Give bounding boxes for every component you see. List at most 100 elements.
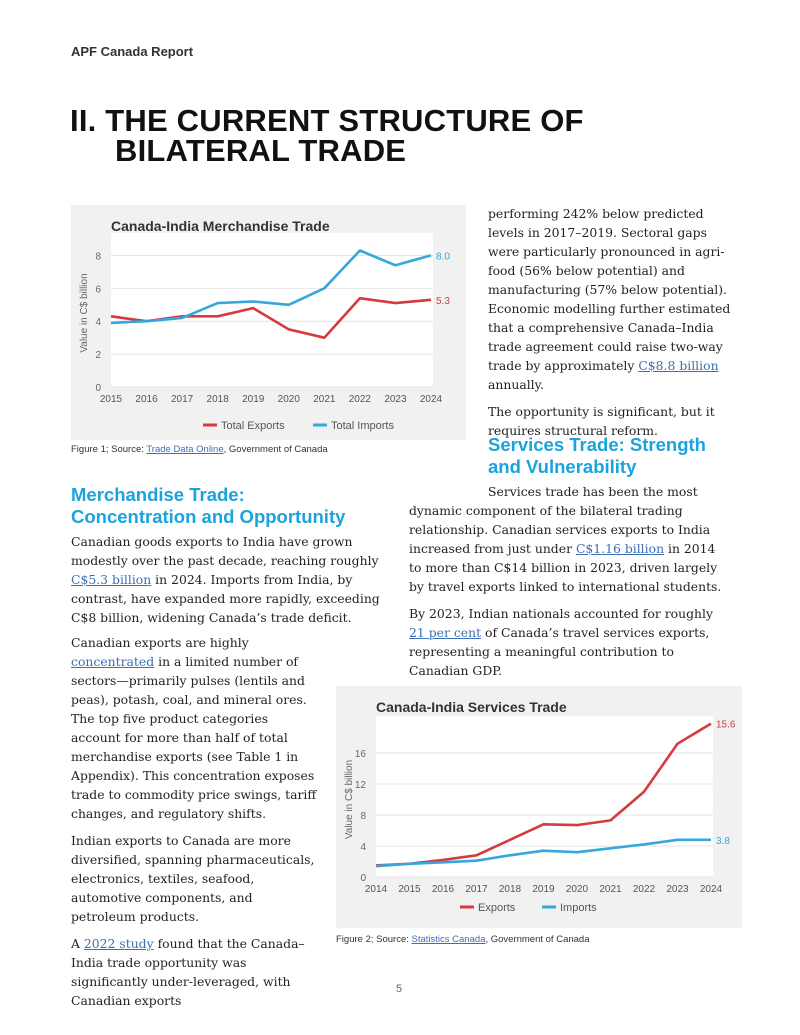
x-tick-label: 2021 bbox=[313, 394, 336, 405]
end-value-label: 8.0 bbox=[436, 251, 450, 262]
x-tick-label: 2015 bbox=[398, 884, 421, 895]
caption-suffix: , Government of Canada bbox=[485, 934, 590, 945]
x-tick-label: 2024 bbox=[700, 884, 723, 895]
legend-label: Total Exports bbox=[221, 420, 285, 432]
merchandise-text-narrow: Canadian exports are highly concentrated… bbox=[71, 633, 317, 1018]
y-axis-label: Value in C$ billion bbox=[79, 273, 90, 352]
merchandise-trade-chart: Canada-India Merchandise Trade 0 2 4 6 8 2015… bbox=[79, 218, 450, 432]
paragraph-text: in a limited number of sectors—primarily… bbox=[71, 654, 317, 821]
paragraph: By 2023, Indian nationals accounted for … bbox=[409, 604, 729, 680]
x-tick-label: 2019 bbox=[242, 394, 265, 405]
y-tick-label: 16 bbox=[355, 749, 367, 760]
services-heading-line1: Services Trade: Strength bbox=[488, 434, 706, 455]
x-tick-label: 2018 bbox=[207, 394, 230, 405]
series-line-imports bbox=[375, 838, 711, 868]
legend-label: Total Imports bbox=[331, 420, 394, 432]
services-text: Services trade has been the most dynamic… bbox=[409, 482, 729, 688]
x-tick-label: 2016 bbox=[432, 884, 455, 895]
paragraph: A 2022 study found that the Canada–India… bbox=[71, 934, 317, 1010]
x-tick-label: 2014 bbox=[365, 884, 388, 895]
y-tick-label: 0 bbox=[360, 873, 366, 884]
y-axis-label: Value in C$ billion bbox=[344, 760, 355, 839]
caption-prefix: Figure 2; Source: bbox=[336, 934, 412, 945]
right-column-top: performing 242% below predicted levels i… bbox=[488, 204, 738, 448]
figure1-chart: Canada-India Merchandise Trade 0 2 4 6 8 2015… bbox=[71, 205, 466, 440]
x-tick-label: 2016 bbox=[135, 394, 158, 405]
paragraph: performing 242% below predicted levels i… bbox=[488, 204, 738, 394]
paragraph: The opportunity is significant, but it r… bbox=[488, 404, 715, 438]
y-tick-label: 4 bbox=[95, 317, 101, 328]
concentrated-link[interactable]: concentrated bbox=[71, 654, 155, 669]
paragraph: Canadian goods exports to India have gro… bbox=[71, 532, 381, 627]
caption-suffix: , Government of Canada bbox=[223, 444, 328, 455]
end-value-label: 5.3 bbox=[436, 296, 450, 307]
merchandise-heading-line2: Concentration and Opportunity bbox=[71, 506, 346, 527]
section-title-line1: II. THE CURRENT STRUCTURE OF bbox=[70, 103, 584, 138]
section-title-line2: BILATERAL TRADE bbox=[115, 133, 407, 168]
end-value-label: 15.6 bbox=[716, 720, 736, 731]
x-tick-label: 2020 bbox=[278, 394, 301, 405]
legend-label: Imports bbox=[560, 902, 597, 914]
paragraph-text: Canadian goods exports to India have gro… bbox=[71, 534, 379, 568]
paragraph-text: in 2024. Imports from India, by contrast… bbox=[71, 572, 380, 625]
paragraph-text: Services trade has been the most dynamic… bbox=[409, 484, 711, 556]
y-tick-label: 8 bbox=[95, 251, 101, 262]
x-tick-label: 2018 bbox=[499, 884, 522, 895]
x-tick-label: 2022 bbox=[349, 394, 372, 405]
x-tick-label: 2017 bbox=[465, 884, 488, 895]
plot-area bbox=[376, 716, 713, 877]
paragraph-text: found that the Canada–India trade opport… bbox=[71, 936, 305, 1008]
statistics-canada-link[interactable]: Statistics Canada bbox=[411, 934, 486, 945]
paragraph-text: annually. bbox=[488, 377, 544, 392]
x-tick-label: 2021 bbox=[599, 884, 622, 895]
series-line-total-imports bbox=[110, 249, 432, 325]
plot-area bbox=[111, 233, 433, 387]
merchandise-heading: Merchandise Trade: Concentration and Opp… bbox=[71, 484, 345, 528]
y-tick-label: 2 bbox=[95, 350, 101, 361]
21-per-cent-link[interactable]: 21 per cent bbox=[409, 625, 482, 640]
c8-8-billion-link[interactable]: C$8.8 billion bbox=[638, 358, 719, 373]
legend-label: Exports bbox=[478, 902, 516, 914]
merchandise-heading-line1: Merchandise Trade: bbox=[71, 484, 245, 505]
paragraph-text: in 2014 to more than C$14 billion in 202… bbox=[409, 541, 722, 594]
y-tick-label: 8 bbox=[360, 811, 366, 822]
y-tick-label: 4 bbox=[360, 842, 366, 853]
services-heading: Services Trade: Strength and Vulnerabili… bbox=[488, 434, 706, 478]
paragraph-text: A bbox=[71, 936, 84, 951]
figure2-chart: Canada-India Services Trade 0 4 8 12 16 2014 2… bbox=[336, 686, 742, 928]
paragraph-text: performing 242% below predicted levels i… bbox=[488, 206, 731, 373]
x-tick-label: 2024 bbox=[420, 394, 443, 405]
x-tick-label: 2015 bbox=[100, 394, 123, 405]
paragraph: Services trade has been the most dynamic… bbox=[409, 482, 729, 596]
services-heading-line2: and Vulnerability bbox=[488, 456, 637, 477]
end-value-label: 3.8 bbox=[716, 836, 730, 847]
section-title: II. THE CURRENT STRUCTURE OF BILATERAL T… bbox=[70, 103, 584, 168]
y-tick-label: 6 bbox=[95, 284, 101, 295]
x-tick-label: 2023 bbox=[666, 884, 689, 895]
caption-prefix: Figure 1; Source: bbox=[71, 444, 147, 455]
page-number: 5 bbox=[396, 983, 403, 995]
paragraph: Indian exports to Canada are more divers… bbox=[71, 833, 315, 924]
x-tick-label: 2022 bbox=[633, 884, 656, 895]
chart-title: Canada-India Merchandise Trade bbox=[111, 218, 330, 234]
figure1-caption: Figure 1; Source: Trade Data Online, Gov… bbox=[71, 444, 328, 455]
paragraph-text: of Canada’s travel services exports, rep… bbox=[409, 625, 710, 678]
x-tick-label: 2019 bbox=[532, 884, 555, 895]
x-tick-label: 2017 bbox=[171, 394, 194, 405]
y-tick-label: 0 bbox=[95, 383, 101, 394]
x-tick-label: 2020 bbox=[566, 884, 589, 895]
chart-title: Canada-India Services Trade bbox=[376, 699, 567, 715]
merchandise-text-top: Canadian goods exports to India have gro… bbox=[71, 532, 381, 635]
trade-data-online-link[interactable]: Trade Data Online bbox=[146, 444, 224, 455]
y-tick-label: 12 bbox=[355, 780, 367, 791]
2022-study-link[interactable]: 2022 study bbox=[83, 936, 154, 951]
paragraph: Canadian exports are highly concentrated… bbox=[71, 633, 317, 823]
paragraph-text: Canadian exports are highly bbox=[71, 635, 249, 650]
paragraph-text: By 2023, Indian nationals accounted for … bbox=[409, 606, 713, 621]
report-header: APF Canada Report bbox=[71, 44, 194, 59]
figure2-caption: Figure 2; Source: Statistics Canada, Gov… bbox=[336, 934, 590, 945]
services-trade-chart: Canada-India Services Trade 0 4 8 12 16 2014 2… bbox=[344, 699, 736, 914]
c5-3-billion-link[interactable]: C$5.3 billion bbox=[71, 572, 152, 587]
c1-16-billion-link[interactable]: C$1.16 billion bbox=[575, 541, 665, 556]
x-tick-label: 2023 bbox=[384, 394, 407, 405]
